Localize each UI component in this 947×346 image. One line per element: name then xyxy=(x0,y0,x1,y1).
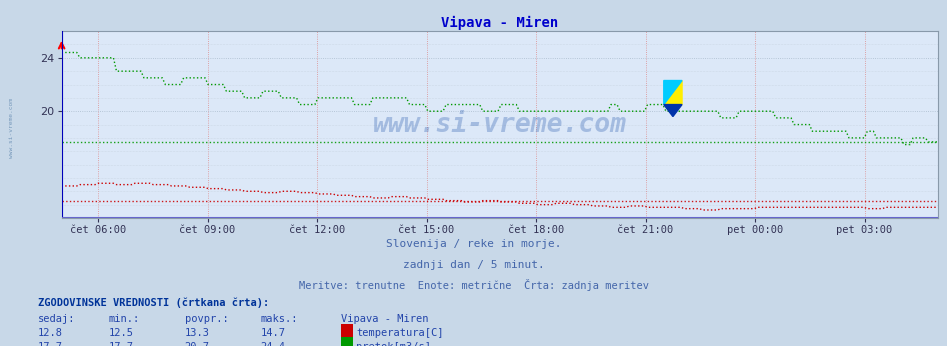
Text: Meritve: trenutne  Enote: metrične  Črta: zadnja meritev: Meritve: trenutne Enote: metrične Črta: … xyxy=(298,279,649,291)
Text: 12.8: 12.8 xyxy=(38,328,63,338)
Text: 24.4: 24.4 xyxy=(260,342,285,346)
Text: 17.7: 17.7 xyxy=(109,342,134,346)
Text: maks.:: maks.: xyxy=(260,315,298,325)
Text: temperatura[C]: temperatura[C] xyxy=(356,328,443,338)
Text: min.:: min.: xyxy=(109,315,140,325)
Text: Vipava - Miren: Vipava - Miren xyxy=(341,315,428,325)
Text: 20.7: 20.7 xyxy=(185,342,209,346)
Text: Slovenija / reke in morje.: Slovenija / reke in morje. xyxy=(385,239,562,249)
Text: ZGODOVINSKE VREDNOSTI (črtkana črta):: ZGODOVINSKE VREDNOSTI (črtkana črta): xyxy=(38,298,269,308)
Polygon shape xyxy=(664,81,682,104)
Polygon shape xyxy=(664,104,682,117)
Text: povpr.:: povpr.: xyxy=(185,315,228,325)
Title: Vipava - Miren: Vipava - Miren xyxy=(441,16,558,30)
Text: sedaj:: sedaj: xyxy=(38,315,76,325)
Text: zadnji dan / 5 minut.: zadnji dan / 5 minut. xyxy=(402,260,545,270)
Polygon shape xyxy=(664,81,682,104)
Text: www.si-vreme.com: www.si-vreme.com xyxy=(9,98,14,158)
Text: pretok[m3/s]: pretok[m3/s] xyxy=(356,342,431,346)
Text: 12.5: 12.5 xyxy=(109,328,134,338)
Text: 17.7: 17.7 xyxy=(38,342,63,346)
Text: www.si-vreme.com: www.si-vreme.com xyxy=(372,111,627,138)
Text: 14.7: 14.7 xyxy=(260,328,285,338)
Text: 13.3: 13.3 xyxy=(185,328,209,338)
